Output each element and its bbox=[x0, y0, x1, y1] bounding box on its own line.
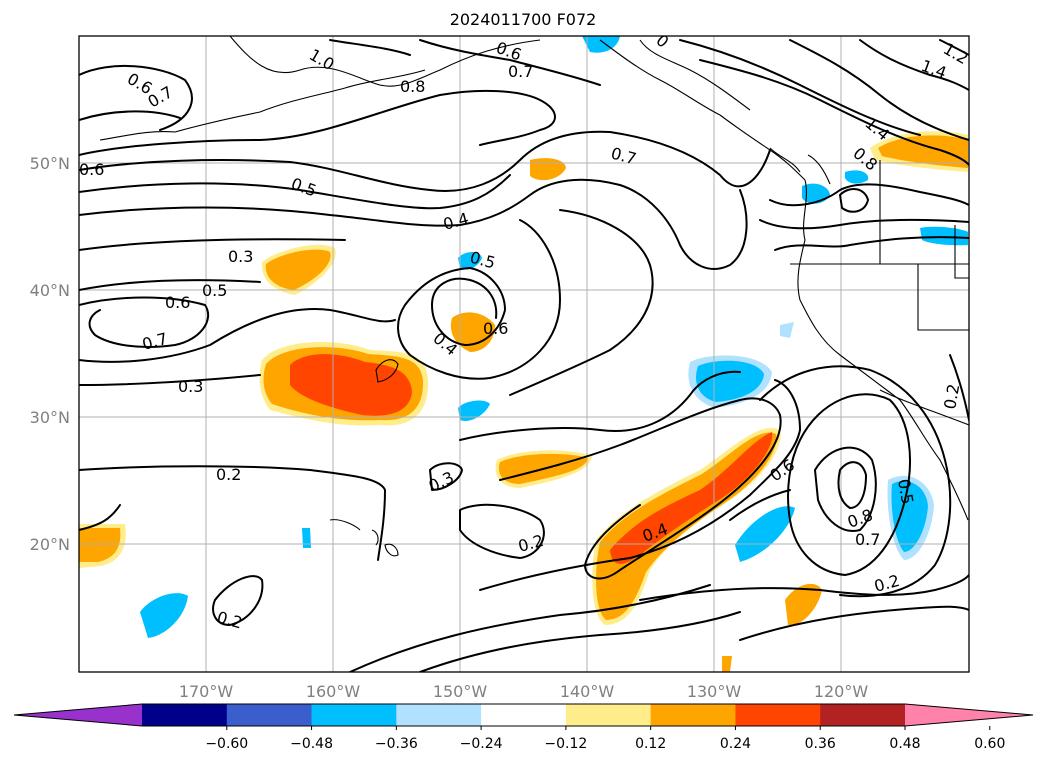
contour-label: 0.6 bbox=[483, 319, 508, 338]
colorbar-tick-label: −0.12 bbox=[544, 736, 587, 752]
contour-lines bbox=[79, 39, 969, 672]
colorbar-tick-label: −0.36 bbox=[375, 736, 418, 752]
colorbar-extend-min bbox=[14, 704, 142, 726]
lon-tick-label: 170°W bbox=[179, 682, 234, 701]
shade-neg-10 bbox=[302, 528, 311, 548]
contour-label: 0.6 bbox=[165, 293, 190, 312]
shade-small-2 bbox=[450, 312, 495, 352]
contour-label: 0.6 bbox=[79, 160, 104, 179]
colorbar-tick-label: −0.48 bbox=[290, 736, 333, 752]
colorbar-tick-label: −0.24 bbox=[460, 736, 503, 752]
colorbar-tick-label: 0.60 bbox=[974, 736, 1005, 752]
shade-neg-5 bbox=[458, 252, 482, 270]
contour-label: 0.2 bbox=[216, 465, 241, 484]
colorbar-segment bbox=[226, 704, 313, 726]
colorbar-segment bbox=[820, 704, 906, 726]
shade-ne-orange bbox=[878, 135, 968, 168]
colorbar-tick-label: 0.48 bbox=[889, 736, 920, 752]
contour-label: 0.3 bbox=[228, 247, 253, 266]
shade-neg-2 bbox=[735, 506, 795, 562]
shade-se-small bbox=[785, 583, 822, 626]
lon-axis: 170°W 160°W 150°W 140°W 130°W 120°W bbox=[179, 682, 869, 701]
contour-label: 0.7 bbox=[855, 530, 880, 549]
shade-neg-11 bbox=[780, 322, 794, 338]
colorbar-segment bbox=[396, 704, 482, 726]
contour-label: 0.8 bbox=[400, 77, 425, 96]
map-title: 2024011700 F072 bbox=[450, 10, 597, 29]
shade-neg-6 bbox=[582, 36, 620, 53]
colorbar-tick-label: 0.24 bbox=[720, 736, 751, 752]
shade-neg-3 bbox=[140, 593, 188, 638]
colorbar-segment bbox=[735, 704, 821, 726]
colorbar-outline bbox=[13, 703, 1034, 727]
colorbar-extend-max bbox=[905, 704, 1033, 726]
lat-axis: 50°N 40°N 30°N 20°N bbox=[30, 154, 70, 554]
colorbar: −0.60 −0.48 −0.36 −0.24 −0.12 0.12 0.24 0.36 0.4… bbox=[13, 703, 1034, 752]
lat-tick-label: 20°N bbox=[30, 535, 70, 554]
shade-neg-7 bbox=[920, 226, 968, 246]
lon-tick-label: 130°W bbox=[687, 682, 742, 701]
colorbar-segment bbox=[481, 704, 567, 726]
contour-label: 0.3 bbox=[178, 377, 203, 396]
colorbar-segment bbox=[565, 704, 652, 726]
lat-tick-label: 50°N bbox=[30, 154, 70, 173]
colorbar-segment bbox=[650, 704, 736, 726]
lon-tick-label: 140°W bbox=[560, 682, 615, 701]
lon-tick-label: 120°W bbox=[814, 682, 869, 701]
contour-label: 0.7 bbox=[508, 62, 533, 81]
shade-neg-4 bbox=[458, 400, 490, 421]
contour-label: 0.5 bbox=[894, 477, 917, 505]
shade-central-pacific-red bbox=[290, 354, 412, 416]
colorbar-segment bbox=[311, 704, 397, 726]
shade-neg-coast-dark bbox=[891, 480, 928, 552]
colorbar-tick-label: −0.60 bbox=[205, 736, 248, 752]
gridlines bbox=[79, 36, 969, 672]
shade-small-1-orange bbox=[265, 249, 331, 290]
contour-label: 0.2 bbox=[940, 382, 963, 410]
lon-tick-label: 160°W bbox=[306, 682, 361, 701]
plot-frame bbox=[78, 35, 970, 673]
lat-tick-label: 30°N bbox=[30, 408, 70, 427]
shade-small-4 bbox=[530, 158, 566, 181]
shade-west-edge-orange bbox=[79, 528, 121, 562]
shade-neg-9 bbox=[845, 170, 869, 184]
shade-diagonal-band-red bbox=[610, 432, 773, 564]
plot-area: 1.0 0.6 0.7 0.8 0.6 0.7 0.6 0.5 0.4 0.7 … bbox=[79, 36, 969, 672]
colorbar-tick-label: 0.12 bbox=[635, 736, 666, 752]
shade-bottom bbox=[722, 656, 732, 672]
lat-tick-label: 40°N bbox=[30, 281, 70, 300]
colorbar-tick-label: 0.36 bbox=[805, 736, 836, 752]
colorbar-segment bbox=[142, 704, 228, 726]
coastlines bbox=[99, 36, 969, 557]
shade-neg-east-dark bbox=[696, 360, 764, 402]
contour-label: 0.5 bbox=[202, 281, 227, 300]
lon-tick-label: 150°W bbox=[433, 682, 488, 701]
